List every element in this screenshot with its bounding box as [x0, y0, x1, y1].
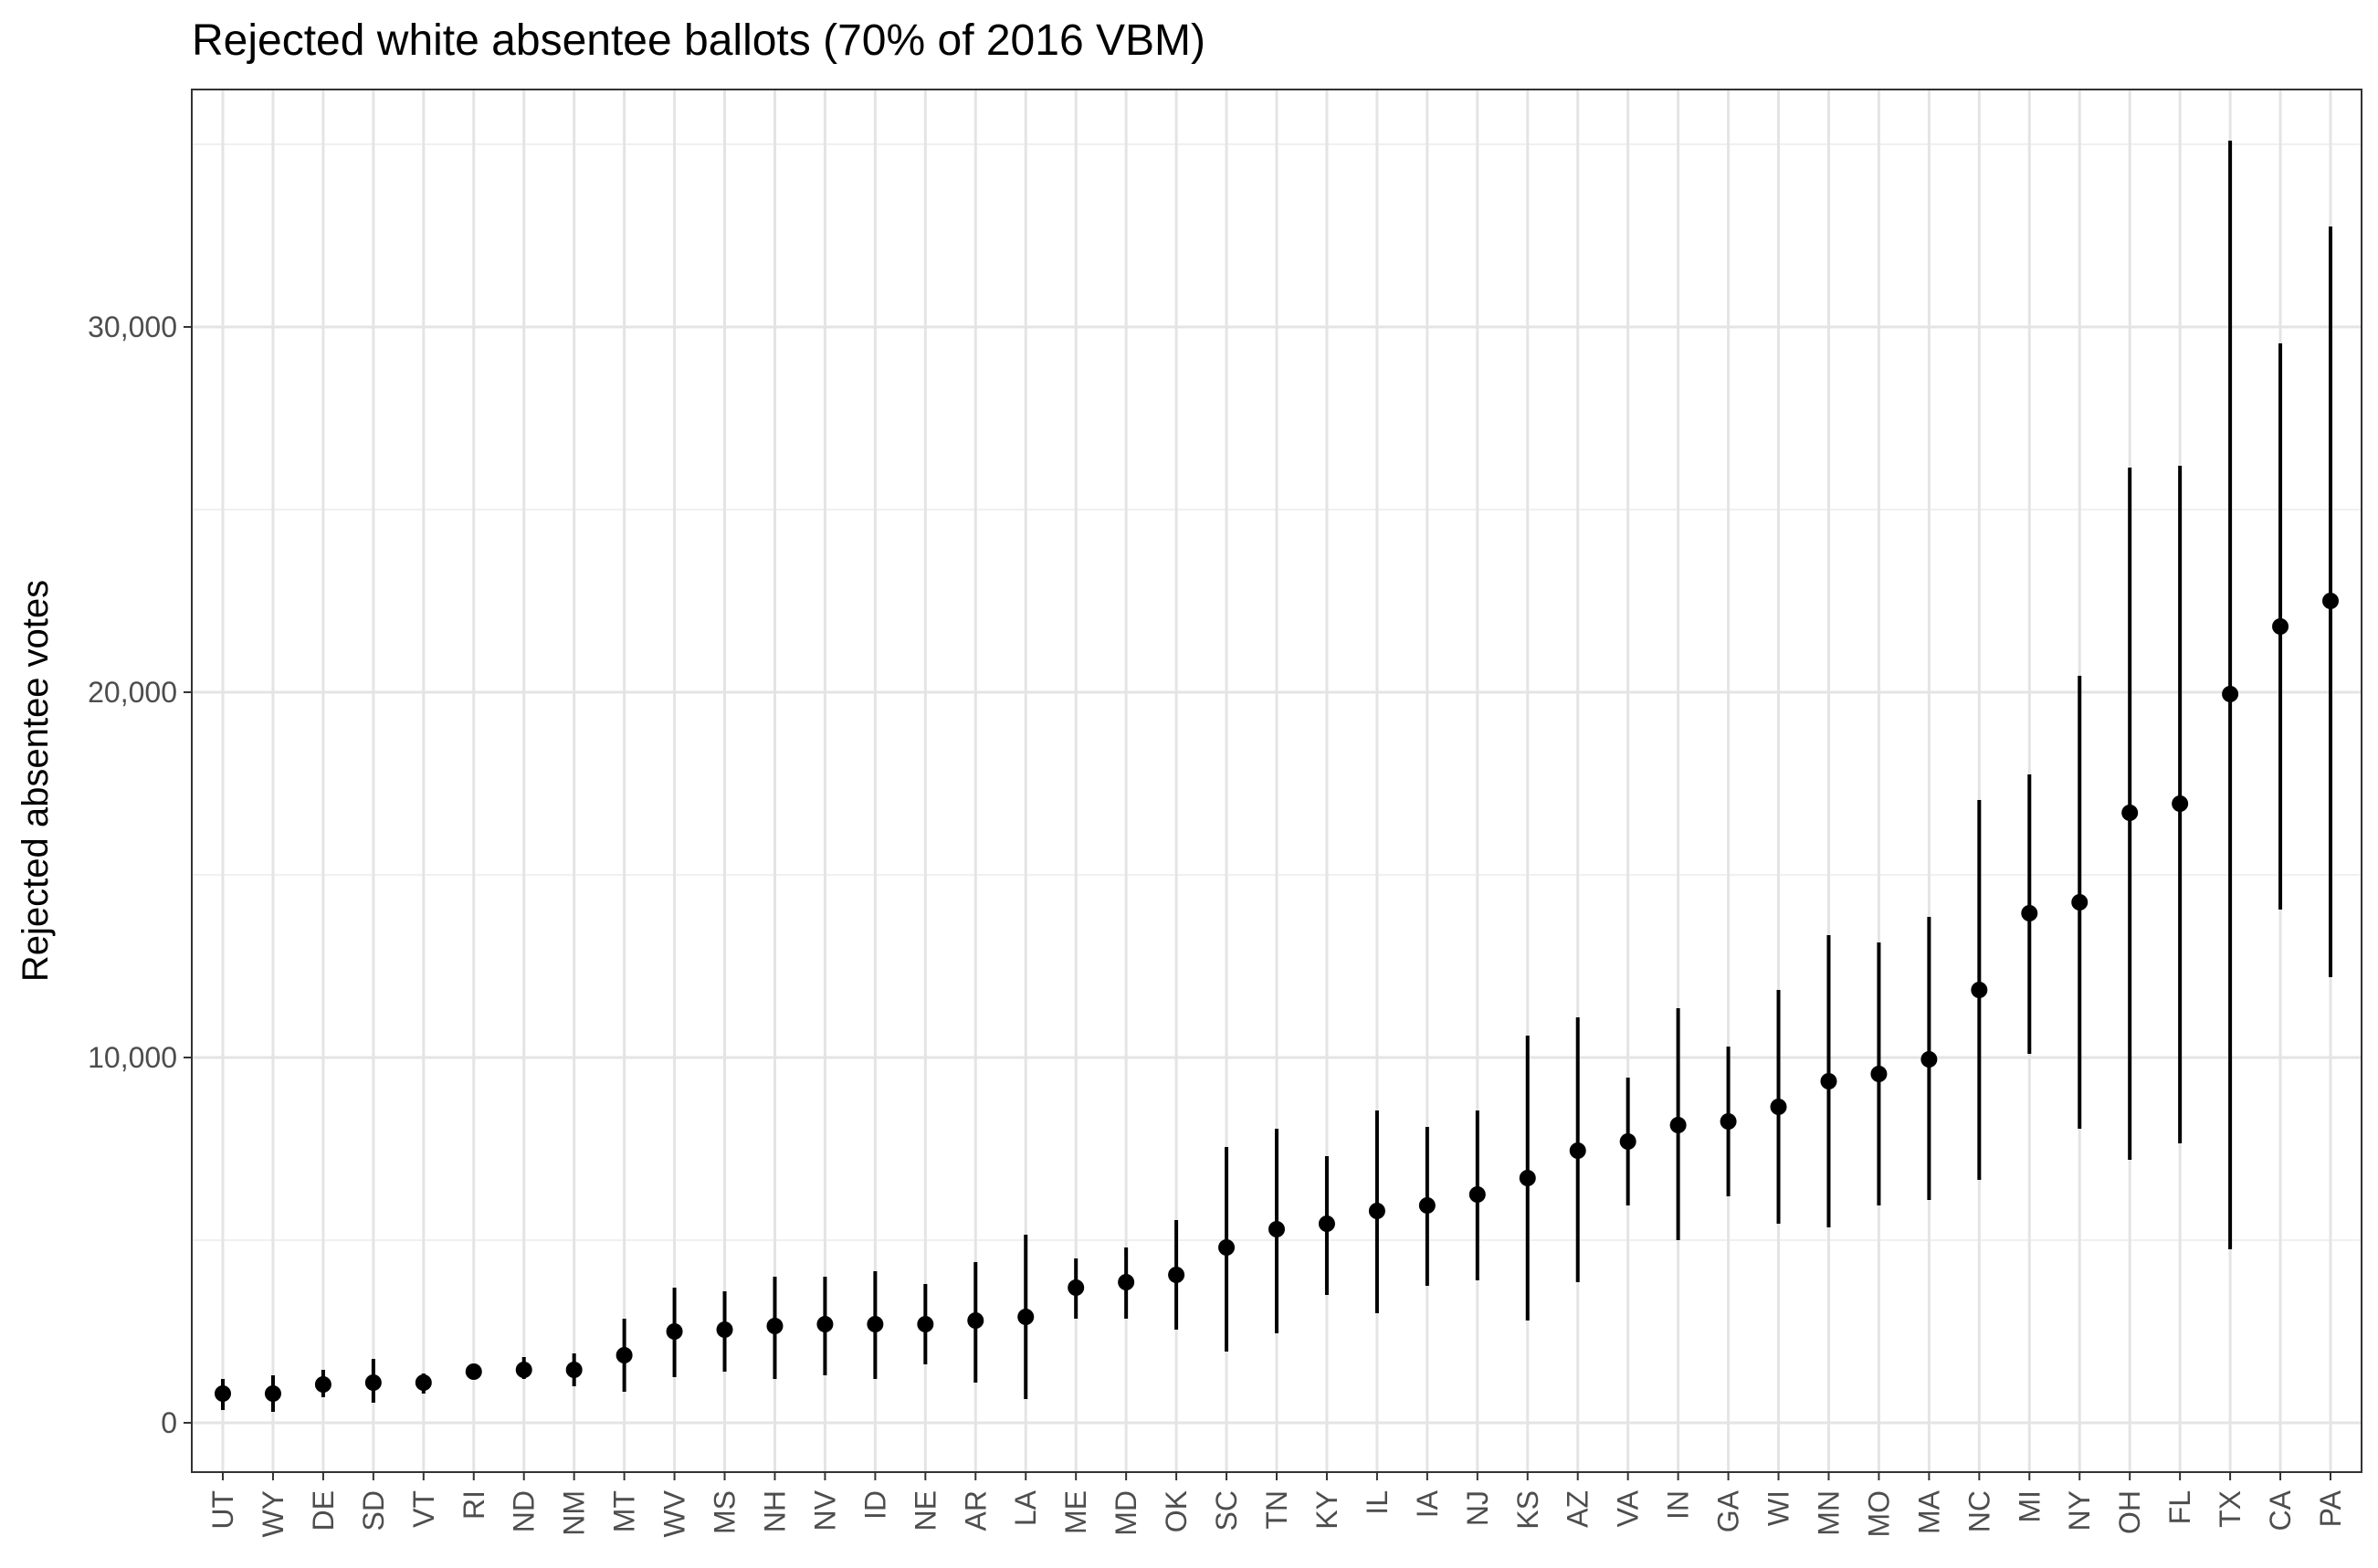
data-point-OK [1168, 1267, 1185, 1283]
y-axis-label: Rejected absentee votes [16, 580, 56, 982]
data-point-KS [1519, 1170, 1536, 1186]
data-point-MN [1820, 1073, 1837, 1089]
data-point-FL [2172, 795, 2189, 812]
data-point-WV [666, 1323, 683, 1340]
x-axis: UT WY DE SD VT RI ND NM MT WV MS NH NV ID NE AR LA ME MD OK… [206, 1472, 2347, 1538]
x-tick-label-IL: IL [1361, 1490, 1394, 1515]
data-point-KY [1318, 1215, 1335, 1232]
data-point-CA [2272, 618, 2289, 635]
data-point-MA [1920, 1051, 1938, 1068]
data-point-NM [565, 1362, 583, 1378]
x-tick-label-AZ: AZ [1562, 1490, 1594, 1528]
data-point-NV [816, 1316, 834, 1332]
x-tick-label-TX: TX [2214, 1490, 2246, 1528]
data-point-IN [1669, 1117, 1687, 1133]
data-point-RI [465, 1363, 482, 1380]
x-tick-label-KS: KS [1511, 1490, 1544, 1530]
grid-major [192, 89, 2362, 1472]
x-tick-label-SD: SD [357, 1490, 390, 1531]
data-point-ID [867, 1316, 884, 1332]
data-point-SC [1218, 1239, 1236, 1256]
data-point-IL [1368, 1203, 1385, 1219]
y-tick-label: 30,000 [88, 310, 177, 343]
data-point-UT [215, 1385, 231, 1402]
data-point-WY [264, 1385, 281, 1402]
x-tick-label-KY: KY [1310, 1490, 1343, 1530]
data-point-ND [515, 1362, 532, 1378]
x-tick-label-VT: VT [407, 1490, 440, 1528]
x-tick-label-NC: NC [1962, 1490, 1995, 1532]
data-point-MS [716, 1321, 733, 1338]
x-tick-label-MD: MD [1110, 1490, 1142, 1536]
data-point-VT [415, 1374, 432, 1391]
x-tick-label-WY: WY [257, 1490, 289, 1538]
x-tick-label-OK: OK [1160, 1490, 1193, 1532]
y-tick-label: 20,000 [88, 676, 177, 709]
x-tick-label-ME: ME [1059, 1490, 1092, 1534]
data-point-NE [917, 1316, 934, 1332]
x-tick-label-OH: OH [2113, 1490, 2146, 1534]
data-point-PA [2322, 593, 2339, 609]
x-tick-label-NH: NH [758, 1490, 791, 1532]
data-point-TN [1268, 1221, 1285, 1237]
data-point-MI [2021, 905, 2038, 921]
x-tick-label-MS: MS [709, 1490, 742, 1534]
data-point-DE [314, 1376, 331, 1393]
data-point-AZ [1569, 1142, 1586, 1159]
x-tick-label-ID: ID [858, 1490, 891, 1520]
data-point-OH [2121, 805, 2139, 821]
data-point-WI [1770, 1099, 1787, 1115]
x-tick-label-AR: AR [959, 1490, 992, 1531]
data-point-AR [967, 1312, 984, 1329]
x-tick-label-GA: GA [1712, 1489, 1745, 1532]
x-tick-label-NV: NV [808, 1489, 841, 1531]
chart-marks [215, 141, 2339, 1412]
data-point-LA [1017, 1309, 1035, 1325]
x-tick-label-WV: WV [658, 1489, 691, 1537]
data-point-ME [1068, 1279, 1085, 1296]
data-point-GA [1720, 1113, 1737, 1130]
x-tick-label-PA: PA [2314, 1489, 2347, 1527]
data-point-TX [2222, 686, 2239, 702]
data-point-MT [616, 1347, 633, 1363]
x-tick-label-ND: ND [508, 1490, 541, 1532]
x-tick-label-MN: MN [1812, 1490, 1845, 1536]
data-point-IA [1418, 1197, 1436, 1214]
data-point-VA [1619, 1133, 1636, 1150]
x-tick-label-VA: VA [1612, 1489, 1645, 1527]
x-tick-label-RI: RI [458, 1490, 490, 1520]
data-point-NY [2071, 894, 2089, 910]
data-point-MD [1118, 1274, 1135, 1290]
x-tick-label-MO: MO [1862, 1490, 1895, 1538]
x-tick-label-DE: DE [307, 1490, 340, 1531]
x-tick-label-MA: MA [1912, 1489, 1945, 1534]
y-tick-label: 10,000 [88, 1041, 177, 1074]
x-tick-label-MT: MT [608, 1490, 641, 1532]
x-tick-label-UT: UT [206, 1490, 239, 1530]
x-tick-label-NE: NE [909, 1490, 942, 1531]
y-tick-label: 0 [161, 1406, 177, 1439]
x-tick-label-FL: FL [2163, 1490, 2196, 1524]
data-point-NC [1971, 982, 1988, 998]
x-tick-label-IA: IA [1411, 1489, 1444, 1518]
data-point-NH [766, 1318, 784, 1334]
x-tick-label-TN: TN [1260, 1490, 1293, 1530]
x-tick-label-LA: LA [1009, 1489, 1042, 1526]
x-tick-label-MI: MI [2013, 1490, 2046, 1523]
x-tick-label-SC: SC [1210, 1490, 1243, 1531]
chart-title: Rejected white absentee ballots (70% of … [192, 16, 1205, 65]
x-tick-label-NY: NY [2063, 1490, 2096, 1531]
data-point-MO [1870, 1066, 1888, 1082]
x-tick-label-NM: NM [558, 1490, 591, 1536]
x-tick-label-CA: CA [2264, 1489, 2297, 1531]
x-tick-label-WI: WI [1762, 1490, 1795, 1526]
data-point-NJ [1468, 1186, 1486, 1203]
x-tick-label-NJ: NJ [1461, 1490, 1494, 1526]
y-axis: 0 10,000 20,000 30,000 [88, 310, 192, 1439]
data-point-SD [364, 1374, 382, 1391]
x-tick-label-IN: IN [1662, 1490, 1695, 1520]
